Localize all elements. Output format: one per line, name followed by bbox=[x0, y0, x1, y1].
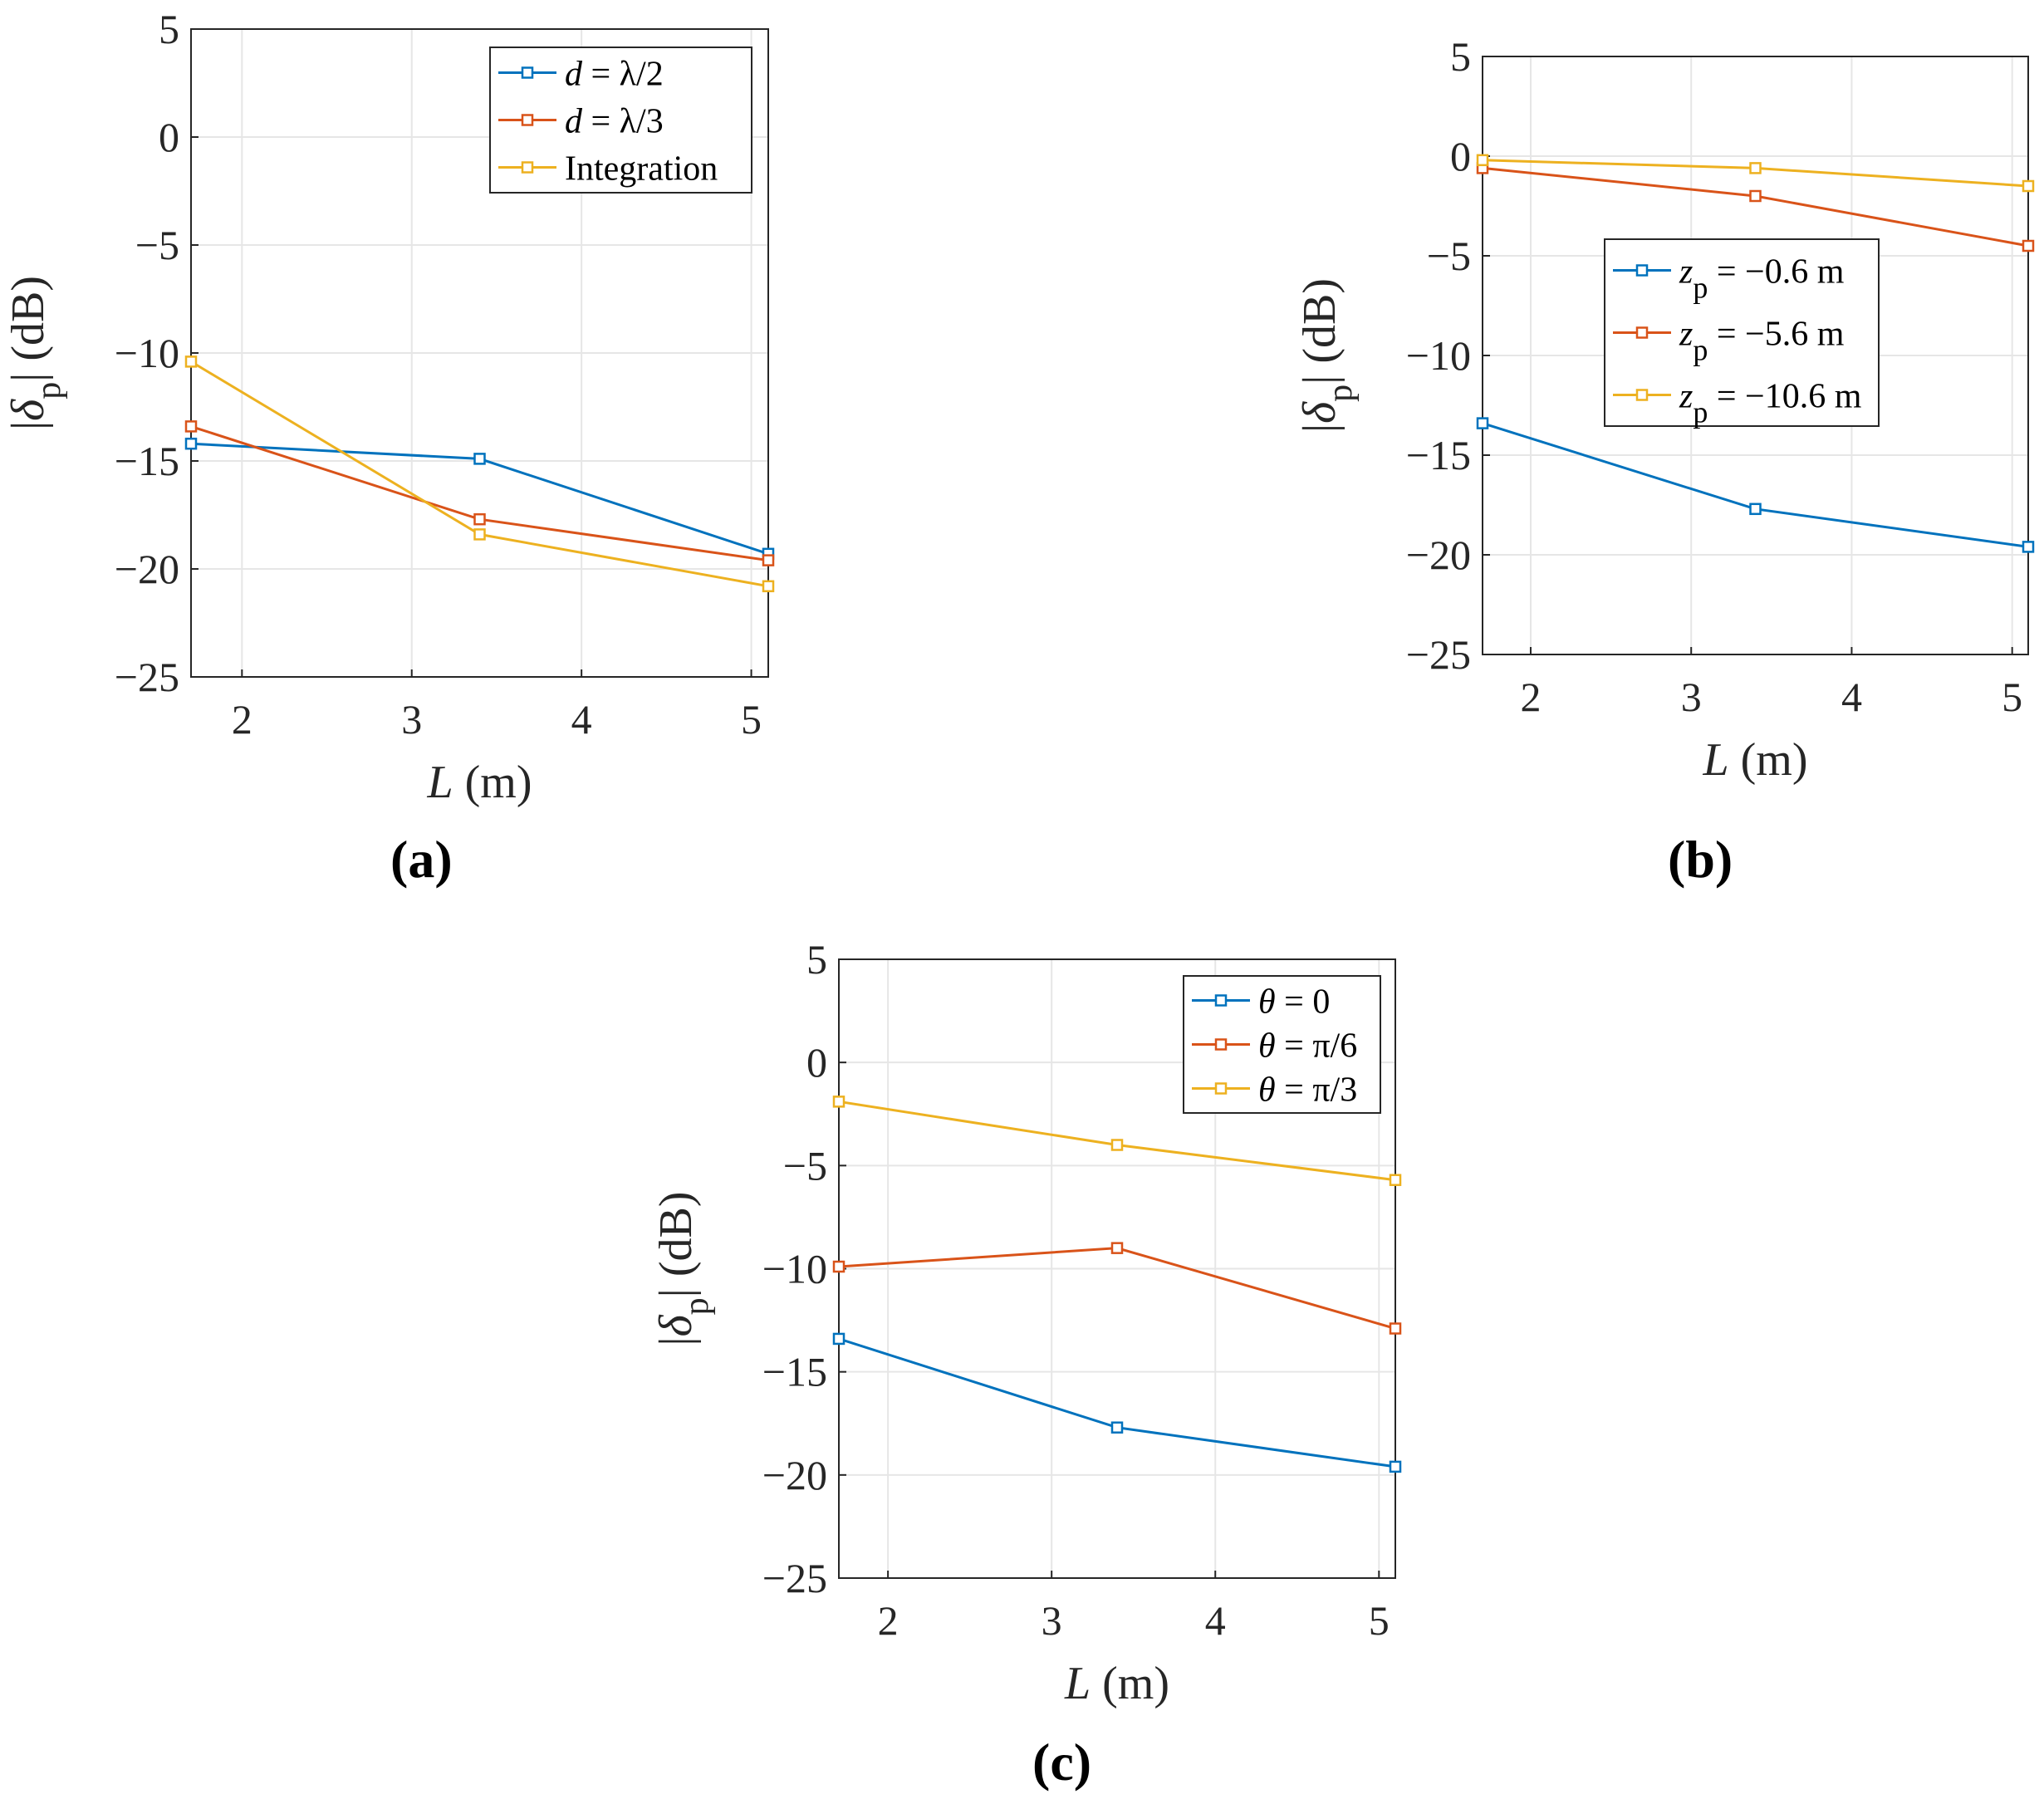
data-point bbox=[473, 512, 486, 526]
data-point bbox=[1476, 417, 1489, 429]
panel-label-c: (c) bbox=[1032, 1733, 1092, 1792]
data-point bbox=[762, 554, 775, 566]
x-tick-label: 2 bbox=[878, 1597, 899, 1644]
legend-entry: d = λ/3 bbox=[565, 103, 664, 141]
legend-marker bbox=[1635, 389, 1649, 401]
x-tick-label: 5 bbox=[741, 696, 762, 743]
data-point bbox=[1110, 1139, 1124, 1151]
data-point bbox=[832, 1332, 846, 1346]
y-tick-label: 5 bbox=[806, 936, 827, 983]
x-tick-label: 5 bbox=[2002, 674, 2022, 720]
y-tick-label: −10 bbox=[762, 1246, 827, 1292]
legend-marker bbox=[1214, 1038, 1228, 1051]
y-tick-label: 5 bbox=[1450, 33, 1471, 80]
data-point bbox=[2022, 239, 2035, 252]
x-tick-label: 3 bbox=[1042, 1597, 1062, 1644]
y-tick-label: −20 bbox=[1406, 532, 1471, 578]
y-axis-label: |δp| (dB) bbox=[650, 1191, 716, 1346]
data-point bbox=[184, 355, 198, 368]
legend-entry: zp = −10.6 m bbox=[1679, 378, 1862, 429]
y-tick-label: 5 bbox=[159, 6, 179, 52]
panel-label-a: (a) bbox=[390, 830, 453, 889]
legend-marker bbox=[1635, 326, 1649, 339]
data-point bbox=[473, 528, 486, 541]
x-axis-label: L (m) bbox=[426, 757, 532, 808]
chart-b: 2 3 4 5 5 0 −5 −10 −15 −20 −25 L (m) |δp| (dB) zp = −… bbox=[1294, 33, 2035, 786]
legend-marker bbox=[1214, 994, 1228, 1007]
legend-marker bbox=[1635, 264, 1649, 277]
legend-marker bbox=[1214, 1082, 1228, 1095]
x-axis-label: L (m) bbox=[1064, 1658, 1169, 1709]
y-tick-label: −20 bbox=[762, 1452, 827, 1498]
y-axis-label: |δp| (dB) bbox=[2, 276, 68, 430]
legend-entry: Integration bbox=[565, 150, 718, 189]
y-tick-label: −15 bbox=[762, 1349, 827, 1395]
series-line-1 bbox=[838, 1337, 1396, 1468]
data-point bbox=[1389, 1174, 1402, 1186]
data-point bbox=[1389, 1460, 1402, 1473]
x-tick-label: 5 bbox=[1369, 1597, 1390, 1644]
legend-entry: zp = −0.6 m bbox=[1679, 253, 1845, 305]
data-point bbox=[473, 453, 486, 465]
data-point bbox=[1110, 1421, 1124, 1434]
x-tick-label: 4 bbox=[571, 696, 592, 743]
data-point bbox=[2022, 179, 2035, 193]
series-line-1 bbox=[1482, 422, 2029, 548]
legend-entry: zp = −5.6 m bbox=[1679, 316, 1845, 367]
chart-a: 2 3 4 5 5 0 −5 −10 −15 −20 −25 L (m) |δp| (dB) d = λ/… bbox=[2, 6, 775, 808]
data-point bbox=[1110, 1242, 1124, 1254]
y-tick-label: 0 bbox=[806, 1039, 827, 1086]
y-tick-label: −10 bbox=[1406, 332, 1471, 379]
x-tick-label: 4 bbox=[1841, 674, 1862, 720]
legend-marker bbox=[521, 66, 534, 79]
y-tick-label: 0 bbox=[1450, 133, 1471, 179]
data-point bbox=[1749, 189, 1762, 203]
data-point bbox=[832, 1096, 846, 1108]
legend-marker bbox=[521, 161, 534, 174]
x-tick-label: 3 bbox=[1681, 674, 1702, 720]
legend-entry: θ = 0 bbox=[1258, 983, 1330, 1022]
series-line-2 bbox=[838, 1247, 1396, 1330]
x-tick-label: 2 bbox=[232, 696, 252, 743]
y-tick-label: −5 bbox=[1427, 233, 1471, 279]
y-tick-label: −10 bbox=[115, 330, 179, 376]
data-point bbox=[184, 437, 198, 450]
chart-c: 2 3 4 5 5 0 −5 −10 −15 −20 −25 L (m) |δp| (dB) θ = 0 θ… bbox=[650, 936, 1402, 1709]
data-point bbox=[1749, 162, 1762, 174]
x-axis-label: L (m) bbox=[1702, 734, 1807, 786]
data-point bbox=[1389, 1322, 1402, 1335]
data-point bbox=[1476, 154, 1489, 167]
legend-entry: d = λ/2 bbox=[565, 56, 664, 94]
y-axis-label: |δp| (dB) bbox=[1294, 278, 1360, 433]
data-point bbox=[832, 1260, 846, 1273]
data-point bbox=[184, 420, 198, 433]
panel-label-b: (b) bbox=[1668, 830, 1733, 889]
y-tick-label: −5 bbox=[783, 1142, 827, 1189]
y-tick-label: −25 bbox=[762, 1555, 827, 1601]
x-tick-label: 3 bbox=[401, 696, 422, 743]
data-point bbox=[762, 580, 775, 593]
legend-entry: θ = π/3 bbox=[1258, 1071, 1357, 1110]
series-line-3 bbox=[190, 360, 769, 588]
y-tick-label: −15 bbox=[115, 438, 179, 484]
x-tick-label: 4 bbox=[1205, 1597, 1226, 1644]
y-tick-label: −15 bbox=[1406, 432, 1471, 478]
y-tick-label: −25 bbox=[1406, 631, 1471, 678]
y-tick-label: −20 bbox=[115, 546, 179, 592]
data-point bbox=[1749, 502, 1762, 516]
y-tick-label: 0 bbox=[159, 114, 179, 160]
y-tick-label: −25 bbox=[115, 654, 179, 700]
y-tick-label: −5 bbox=[135, 222, 179, 268]
x-tick-label: 2 bbox=[1520, 674, 1541, 720]
legend-entry: θ = π/6 bbox=[1258, 1027, 1357, 1066]
legend-marker bbox=[521, 114, 534, 126]
data-point bbox=[2022, 541, 2035, 553]
